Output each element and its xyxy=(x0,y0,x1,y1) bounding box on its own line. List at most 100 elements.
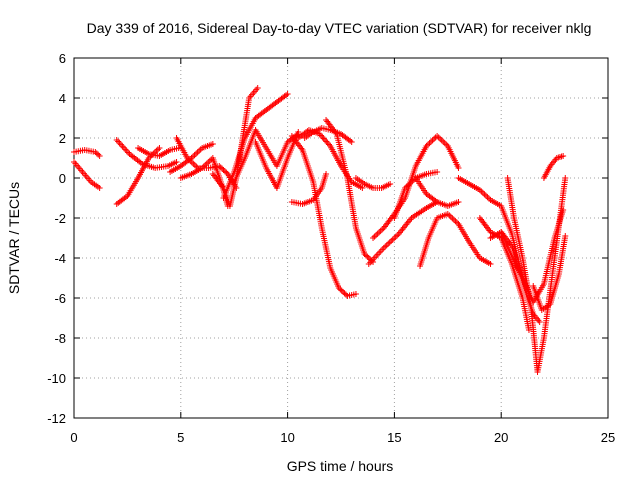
data-point xyxy=(383,242,390,249)
data-point xyxy=(122,146,129,153)
data-point xyxy=(479,189,486,196)
data-point xyxy=(441,140,448,147)
data-point xyxy=(96,185,103,191)
data-point xyxy=(379,226,386,233)
series-arc22 xyxy=(412,175,462,209)
data-point xyxy=(455,199,462,205)
data-point xyxy=(173,159,180,165)
data-point xyxy=(562,175,569,181)
data-point xyxy=(481,191,488,198)
data-point xyxy=(190,160,197,167)
data-point xyxy=(394,232,401,239)
data-point xyxy=(435,134,442,141)
series-arc19 xyxy=(370,133,462,241)
series-arc2 xyxy=(71,159,103,191)
data-point xyxy=(376,229,383,236)
data-point xyxy=(364,253,371,260)
series-arc4 xyxy=(113,145,163,207)
x-axis-label: GPS time / hours xyxy=(287,458,394,474)
data-point xyxy=(284,91,291,97)
data-point xyxy=(194,149,201,156)
series-arc17 xyxy=(323,117,377,265)
data-point xyxy=(387,181,394,187)
data-point xyxy=(365,255,372,261)
series-arc23 xyxy=(417,211,494,269)
data-point xyxy=(437,135,444,142)
data-point xyxy=(323,171,330,177)
series-arc20 xyxy=(365,199,441,267)
data-point xyxy=(341,290,348,297)
data-point xyxy=(153,147,160,154)
data-point xyxy=(377,227,384,234)
data-point xyxy=(191,152,198,159)
data-point xyxy=(386,239,393,246)
data-point xyxy=(385,240,392,247)
data-point xyxy=(93,150,100,157)
data-point xyxy=(205,159,212,166)
series-arc12 xyxy=(252,129,302,191)
data-point xyxy=(562,233,569,239)
data-point xyxy=(119,143,126,150)
data-point xyxy=(323,138,330,145)
data-point xyxy=(382,243,389,250)
data-point xyxy=(335,285,342,291)
data-point xyxy=(156,145,163,151)
data-point xyxy=(440,138,447,145)
data-point xyxy=(338,287,345,294)
data-point xyxy=(342,291,349,298)
x-tick-label: 25 xyxy=(601,430,615,445)
data-point xyxy=(254,85,261,91)
x-tick-label: 0 xyxy=(70,430,77,445)
data-point xyxy=(370,235,377,241)
y-tick-label: -2 xyxy=(54,211,66,226)
data-point xyxy=(120,144,127,151)
data-point xyxy=(295,129,302,135)
data-point xyxy=(202,162,209,169)
data-point xyxy=(431,135,438,142)
data-points xyxy=(71,85,569,375)
grid-lines xyxy=(74,58,608,418)
y-tick-label: 2 xyxy=(59,131,66,146)
data-point xyxy=(206,157,213,164)
data-point xyxy=(426,140,433,147)
y-axis-label: SDTVAR / TECUs xyxy=(6,182,22,294)
data-point xyxy=(374,230,381,237)
y-tick-label: 0 xyxy=(59,171,66,186)
series-arc11 xyxy=(231,127,302,185)
series-arc9 xyxy=(209,85,261,209)
data-point xyxy=(217,164,224,171)
data-point xyxy=(96,153,103,159)
data-point xyxy=(389,236,396,243)
data-point xyxy=(209,141,216,147)
data-point xyxy=(319,134,326,140)
series-arc29 xyxy=(530,233,569,313)
series-arc30 xyxy=(540,153,567,181)
data-point xyxy=(536,319,543,325)
data-point xyxy=(455,165,462,171)
data-point xyxy=(359,185,366,191)
series-arc1 xyxy=(71,147,103,159)
y-tick-label: 4 xyxy=(59,91,66,106)
data-point xyxy=(221,168,228,175)
data-point xyxy=(452,218,459,225)
y-tick-label: -4 xyxy=(54,251,66,266)
series-arc13 xyxy=(288,133,359,299)
data-point xyxy=(450,216,457,223)
data-point xyxy=(196,147,203,154)
data-point xyxy=(487,261,494,267)
data-point xyxy=(324,140,331,146)
data-point xyxy=(337,286,344,293)
data-point xyxy=(560,153,567,159)
data-point xyxy=(560,207,567,213)
series-arc5 xyxy=(135,145,182,159)
data-point xyxy=(348,139,355,145)
data-point xyxy=(371,233,378,240)
data-point xyxy=(220,167,227,173)
data-point xyxy=(373,232,380,239)
data-point xyxy=(362,252,369,259)
data-point xyxy=(117,141,124,148)
data-point xyxy=(115,138,122,145)
data-point xyxy=(352,291,359,297)
data-point xyxy=(340,289,347,295)
data-point xyxy=(361,251,368,257)
